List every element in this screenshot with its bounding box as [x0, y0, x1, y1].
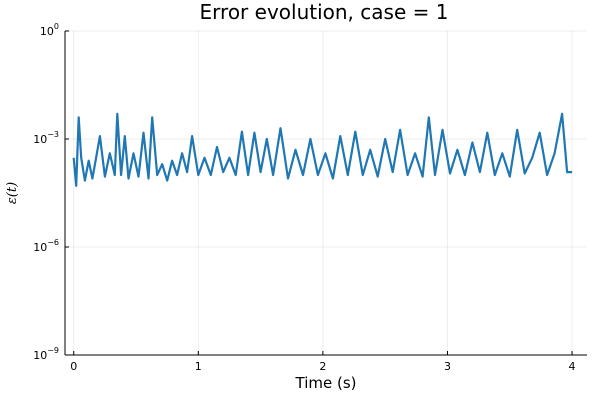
chart-title: Error evolution, case = 1	[200, 0, 449, 24]
x-tick-label: 1	[195, 360, 202, 373]
axes	[64, 31, 587, 356]
grid	[65, 30, 587, 356]
y-tick-label: 10−6	[33, 238, 59, 254]
y-tick-label: 10−3	[33, 130, 59, 146]
x-tick-label: 4	[569, 360, 576, 373]
y-tick-label: 10−9	[33, 346, 59, 362]
x-axis-label: Time (s)	[295, 374, 357, 392]
series-line	[72, 112, 573, 187]
x-ticks: 0 1 2 3 4	[70, 351, 576, 373]
series	[72, 112, 573, 187]
y-axis-label: ε(t)	[5, 182, 20, 204]
y-ticks: 10−9 10−6 10−3 100	[33, 22, 69, 362]
x-tick-label: 0	[70, 360, 77, 373]
y-tick-label: 100	[40, 22, 59, 38]
x-tick-label: 2	[319, 360, 326, 373]
x-tick-label: 3	[444, 360, 451, 373]
